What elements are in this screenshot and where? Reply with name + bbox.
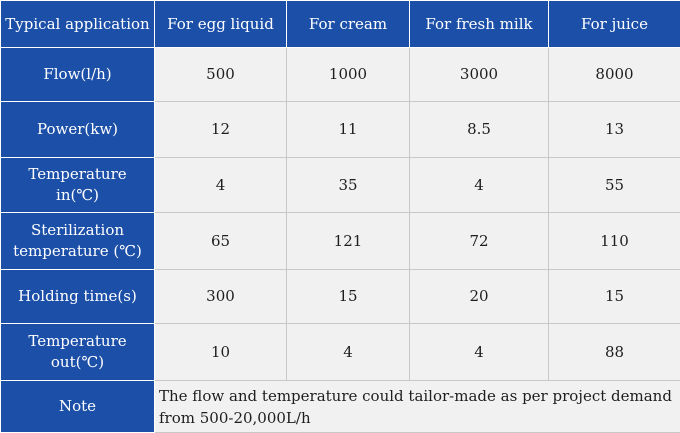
table-cell: 4	[410, 158, 549, 213]
column-header-egg-liquid: For egg liquid	[155, 1, 287, 48]
note-text: The flow and temperature could tailor-ma…	[155, 381, 680, 433]
table-cell: 4	[155, 158, 287, 213]
table-cell: 4	[287, 324, 410, 381]
table-row-power: Power(kw) 12 11 8.5 13	[1, 102, 680, 158]
table-cell: 12	[155, 102, 287, 158]
table-row-holding-time: Holding time(s) 300 15 20 15	[1, 270, 680, 324]
table-cell: 10	[155, 324, 287, 381]
table-cell: 8000	[549, 48, 680, 102]
row-label-holding-time: Holding time(s)	[1, 270, 155, 324]
table-row-note: Note The flow and temperature could tail…	[1, 381, 680, 433]
row-label-line: Sterilization	[7, 220, 148, 241]
row-label-power: Power(kw)	[1, 102, 155, 158]
table-cell: 88	[549, 324, 680, 381]
note-line: from 500-20,000L/h	[159, 407, 676, 429]
table-cell: 121	[287, 213, 410, 270]
row-label-line: temperature (℃)	[7, 241, 148, 262]
table-row-temperature-out: Temperature out(℃) 10 4 4 88	[1, 324, 680, 381]
note-line: The flow and temperature could tailor-ma…	[159, 385, 676, 407]
table-cell: 15	[549, 270, 680, 324]
table-row-sterilization-temperature: Sterilization temperature (℃) 65 121 72 …	[1, 213, 680, 270]
table-cell: 15	[287, 270, 410, 324]
table-cell: 11	[287, 102, 410, 158]
table-cell: 13	[549, 102, 680, 158]
table-cell: 72	[410, 213, 549, 270]
table-cell: 55	[549, 158, 680, 213]
row-label-sterilization-temperature: Sterilization temperature (℃)	[1, 213, 155, 270]
table-cell: 20	[410, 270, 549, 324]
table-cell: 8.5	[410, 102, 549, 158]
table-row-temperature-in: Temperature in(℃) 4 35 4 55	[1, 158, 680, 213]
table-row-flow: Flow(l/h) 500 1000 3000 8000	[1, 48, 680, 102]
table-cell: 35	[287, 158, 410, 213]
row-label-temperature-in: Temperature in(℃)	[1, 158, 155, 213]
header-label-cell: Typical application	[1, 1, 155, 48]
table-cell: 4	[410, 324, 549, 381]
column-header-fresh-milk: For fresh milk	[410, 1, 549, 48]
table-cell: 65	[155, 213, 287, 270]
column-header-juice: For juice	[549, 1, 680, 48]
column-header-cream: For cream	[287, 1, 410, 48]
row-label-flow: Flow(l/h)	[1, 48, 155, 102]
table-header-row: Typical application For egg liquid For c…	[1, 1, 680, 48]
row-label-line: Temperature	[7, 331, 148, 352]
row-label-temperature-out: Temperature out(℃)	[1, 324, 155, 381]
row-label-line: out(℃)	[7, 352, 148, 373]
row-label-note: Note	[1, 381, 155, 433]
table-cell: 300	[155, 270, 287, 324]
table-cell: 1000	[287, 48, 410, 102]
table-cell: 110	[549, 213, 680, 270]
table-cell: 3000	[410, 48, 549, 102]
table-cell: 500	[155, 48, 287, 102]
